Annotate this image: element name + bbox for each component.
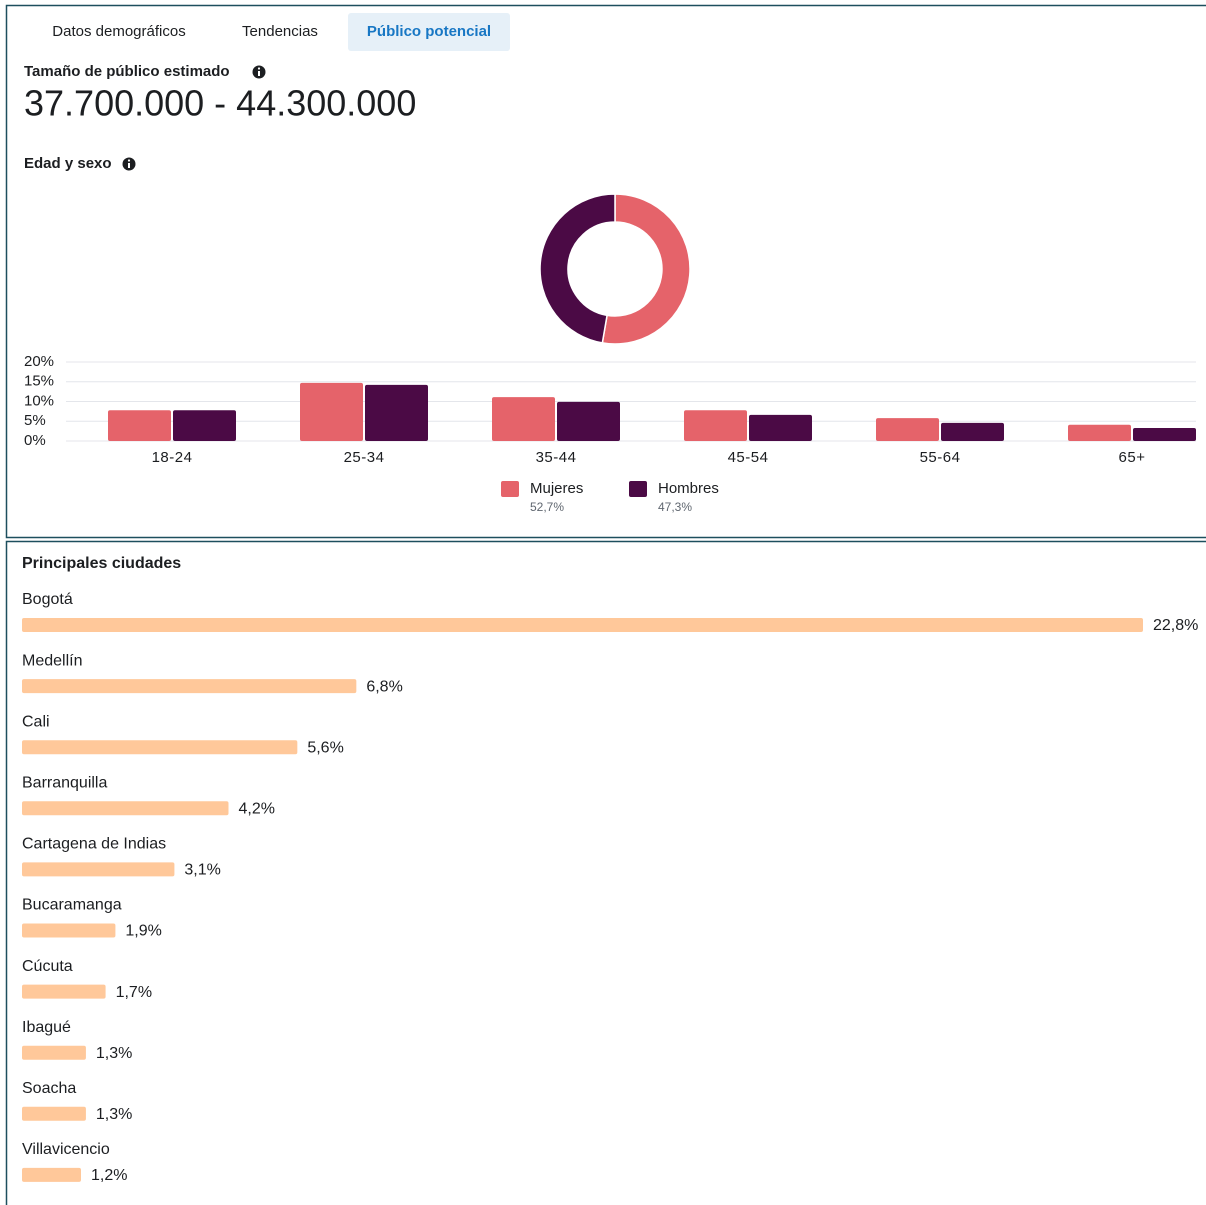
tab[interactable]: Datos demográficos — [52, 23, 185, 40]
bar — [22, 923, 116, 938]
bar — [557, 401, 620, 441]
x-tick-label: 65+ — [1119, 449, 1146, 466]
value-label: 5,6% — [307, 739, 343, 756]
city-label: Bogotá — [22, 591, 73, 608]
bar — [749, 414, 812, 441]
bar — [22, 1167, 81, 1182]
value-label: 3,1% — [184, 862, 220, 879]
donut-slice — [539, 193, 616, 344]
legend-swatch — [501, 481, 519, 497]
y-tick-label: 0% — [24, 432, 46, 449]
x-tick-label: 18-24 — [152, 449, 193, 466]
city-label: Ibagué — [22, 1019, 71, 1036]
section-title: Tamaño de público estimado — [24, 63, 230, 80]
y-tick-label: 5% — [24, 412, 46, 429]
tab[interactable]: Público potencial — [367, 23, 491, 40]
x-tick-label: 45-54 — [728, 449, 769, 466]
value-label: 22,8% — [1153, 617, 1198, 634]
bar — [173, 410, 236, 441]
bar — [22, 618, 1143, 632]
bar — [684, 410, 747, 441]
y-tick-label: 15% — [24, 373, 54, 390]
panel-border — [5, 540, 1206, 1205]
y-tick-label: 10% — [24, 392, 54, 409]
city-label: Soacha — [22, 1080, 76, 1097]
bar — [22, 740, 298, 755]
info-icon — [252, 65, 266, 79]
donut-slice — [601, 193, 691, 345]
bar — [492, 397, 555, 441]
x-tick-label: 35-44 — [536, 449, 577, 466]
city-label: Cartagena de Indias — [22, 836, 166, 853]
bar — [22, 1045, 86, 1060]
section-title: Principales ciudades — [22, 555, 181, 572]
value-label: 6,8% — [366, 678, 402, 695]
panel-border — [5, 4, 1206, 539]
bar — [1133, 427, 1196, 441]
tab-active-bg — [348, 13, 510, 51]
bar — [108, 410, 171, 441]
bar — [1068, 424, 1131, 441]
info-icon — [122, 157, 136, 171]
x-tick-label: 55-64 — [920, 449, 961, 466]
bar — [941, 422, 1004, 441]
y-tick-label: 20% — [24, 353, 54, 370]
legend-value: 52,7% — [530, 500, 564, 514]
value-label: 4,2% — [239, 801, 275, 818]
value-label: 1,3% — [96, 1106, 132, 1123]
value-label: 1,3% — [96, 1045, 132, 1062]
bar — [300, 382, 363, 441]
bar — [22, 862, 175, 877]
bar — [22, 1106, 86, 1121]
city-label: Villavicencio — [22, 1141, 110, 1158]
legend-swatch — [629, 481, 647, 497]
city-label: Cali — [22, 713, 50, 730]
section-title: Edad y sexo — [24, 155, 112, 172]
value-label: 1,2% — [91, 1167, 127, 1184]
city-label: Cúcuta — [22, 958, 73, 975]
bar — [22, 679, 357, 694]
value-label: 1,7% — [116, 984, 152, 1001]
bar — [22, 801, 229, 816]
audience-size: 37.700.000 - 44.300.000 — [24, 83, 416, 124]
legend-label: Hombres — [658, 480, 719, 497]
city-label: Medellín — [22, 652, 82, 669]
city-label: Bucaramanga — [22, 897, 122, 914]
legend-label: Mujeres — [530, 480, 583, 497]
legend-value: 47,3% — [658, 500, 692, 514]
city-label: Barranquilla — [22, 775, 107, 792]
x-tick-label: 25-34 — [344, 449, 385, 466]
value-label: 1,9% — [125, 923, 161, 940]
bar — [876, 418, 939, 441]
bar — [365, 384, 428, 441]
bar — [22, 984, 106, 999]
tab[interactable]: Tendencias — [242, 23, 318, 40]
